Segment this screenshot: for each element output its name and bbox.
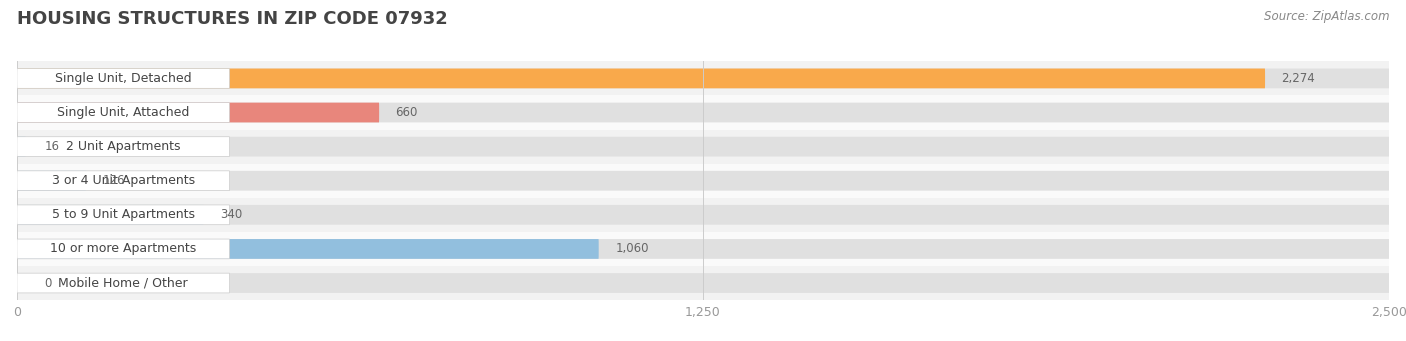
FancyBboxPatch shape [17,273,1389,293]
Bar [17,61,1389,95]
FancyBboxPatch shape [17,239,599,259]
FancyBboxPatch shape [17,205,204,225]
Text: 2,274: 2,274 [1281,72,1315,85]
FancyBboxPatch shape [17,239,229,259]
Text: Source: ZipAtlas.com: Source: ZipAtlas.com [1264,10,1389,23]
FancyBboxPatch shape [17,273,229,293]
FancyBboxPatch shape [17,69,229,88]
Text: 3 or 4 Unit Apartments: 3 or 4 Unit Apartments [52,174,195,187]
FancyBboxPatch shape [17,137,229,157]
FancyBboxPatch shape [17,171,229,191]
Bar [17,95,1389,130]
Text: 660: 660 [395,106,418,119]
FancyBboxPatch shape [17,205,1389,225]
FancyBboxPatch shape [17,69,1389,88]
Bar [17,130,1389,164]
Text: HOUSING STRUCTURES IN ZIP CODE 07932: HOUSING STRUCTURES IN ZIP CODE 07932 [17,10,447,28]
Text: 0: 0 [45,277,52,290]
Text: Mobile Home / Other: Mobile Home / Other [59,277,188,290]
FancyBboxPatch shape [17,137,25,157]
Text: 5 to 9 Unit Apartments: 5 to 9 Unit Apartments [52,208,194,221]
FancyBboxPatch shape [17,239,1389,259]
FancyBboxPatch shape [17,205,229,225]
FancyBboxPatch shape [17,69,1265,88]
Text: 340: 340 [219,208,242,221]
Text: 2 Unit Apartments: 2 Unit Apartments [66,140,180,153]
Text: Single Unit, Attached: Single Unit, Attached [58,106,190,119]
Bar [17,266,1389,300]
Bar [17,164,1389,198]
FancyBboxPatch shape [17,171,1389,191]
FancyBboxPatch shape [17,103,1389,122]
FancyBboxPatch shape [17,103,380,122]
FancyBboxPatch shape [17,171,86,191]
FancyBboxPatch shape [17,103,229,122]
Text: 10 or more Apartments: 10 or more Apartments [51,242,197,255]
FancyBboxPatch shape [17,137,1389,157]
Text: 1,060: 1,060 [616,242,648,255]
Bar [17,232,1389,266]
Text: Single Unit, Detached: Single Unit, Detached [55,72,191,85]
Bar [17,198,1389,232]
Text: 126: 126 [103,174,125,187]
Text: 16: 16 [45,140,59,153]
